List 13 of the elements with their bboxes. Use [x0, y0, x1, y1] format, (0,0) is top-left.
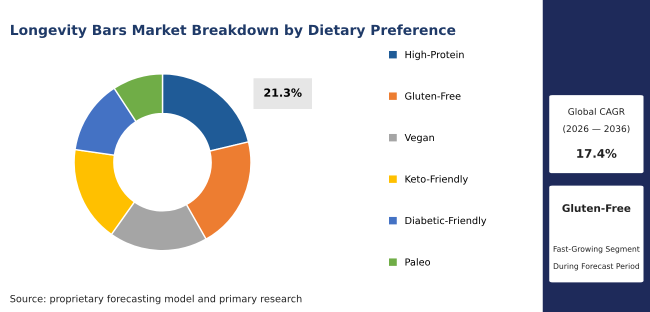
- text: Global CAGR: [568, 108, 625, 115]
- text: (2026 — 2036): [563, 125, 630, 134]
- legend-label: Keto-Friendly: [406, 175, 468, 185]
- legend-label: Paleo: [406, 258, 430, 266]
- legend-label: Vegan: [404, 134, 434, 144]
- legend-label: Gluten-Free: [405, 92, 461, 100]
- text: Gluten-Free: [562, 204, 630, 212]
- source-note: Source: proprietary forecasting model and primary research: [10, 294, 302, 304]
- data-label: 21.3%: [264, 88, 302, 97]
- text: 17.4%: [577, 148, 616, 158]
- legend-label: High-Protein: [406, 50, 464, 60]
- legend-label: Diabetic-Friendly: [406, 216, 486, 226]
- chart-title: Longevity Bars Market Breakdown by Dietary Preference: [11, 24, 456, 38]
